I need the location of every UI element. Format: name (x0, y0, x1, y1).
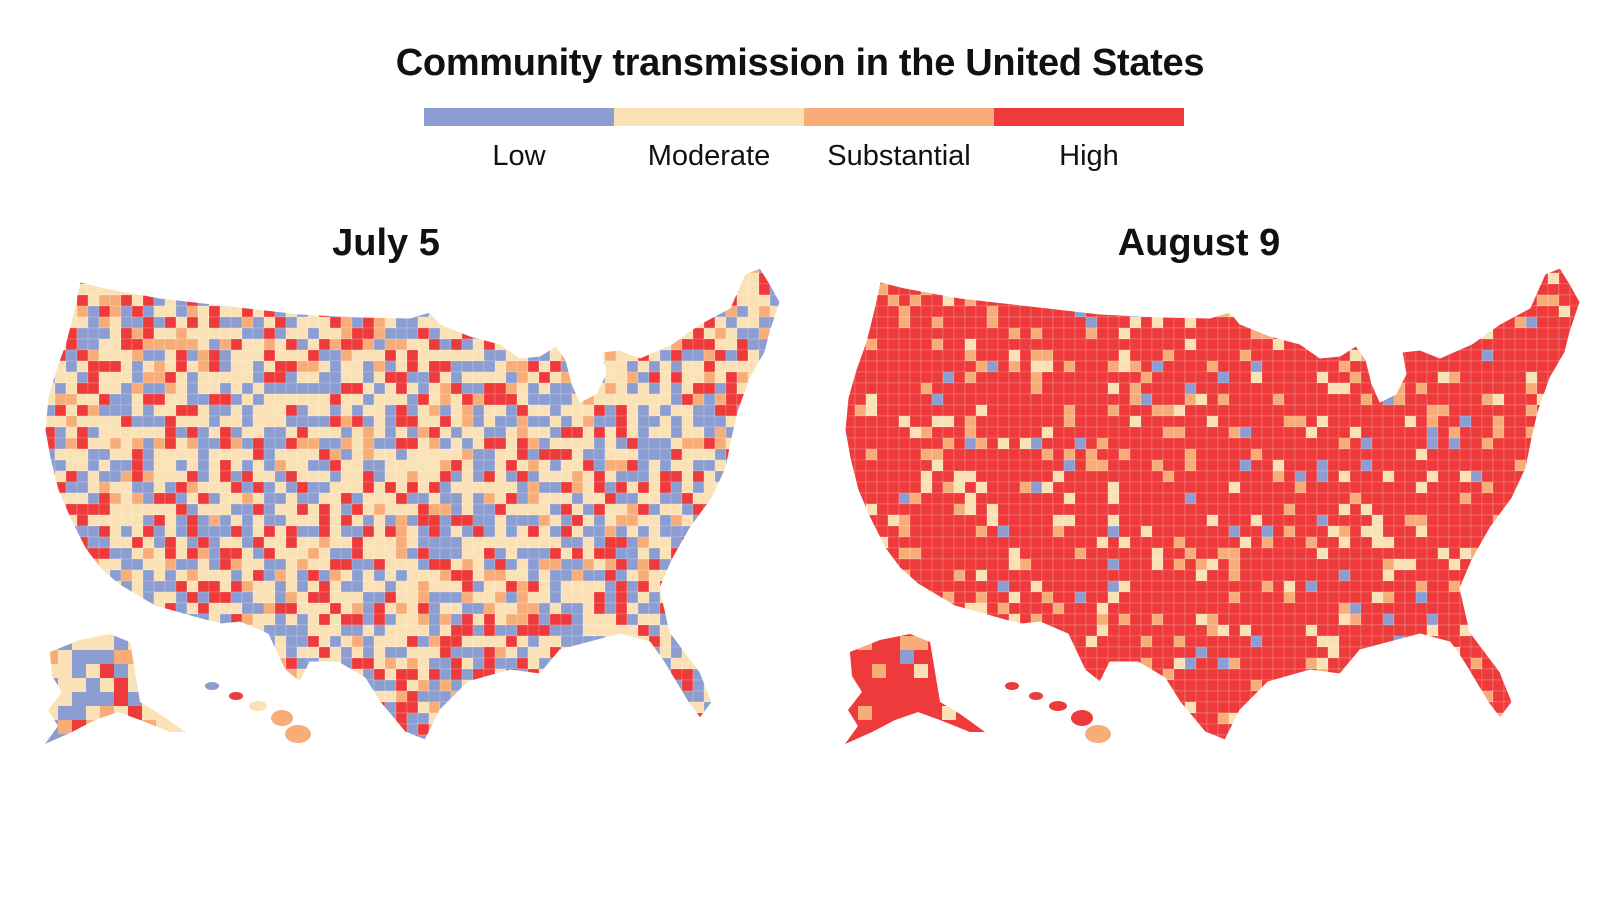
alaska-region (845, 634, 985, 744)
hawaii-island (229, 692, 243, 700)
us-county-map-july-5 (44, 267, 781, 744)
alaska-region (45, 634, 185, 744)
hawaii-island (1085, 725, 1111, 743)
map-title-july-5: July 5 (332, 222, 440, 264)
legend-swatch-moderate (614, 108, 804, 126)
hawaii-island (1005, 682, 1019, 690)
legend-swatch-substantial (804, 108, 994, 126)
legend-swatch-high (994, 108, 1184, 126)
hawaii-island (1071, 710, 1093, 726)
hawaii-island (249, 701, 267, 711)
legend-labels: Low Moderate Substantial High (424, 140, 1184, 180)
hawaii-island (285, 725, 311, 743)
us-outline (44, 267, 781, 741)
hawaii-island (205, 682, 219, 690)
legend-swatch-low (424, 108, 614, 126)
hawaii-island (1049, 701, 1067, 711)
legend-label-moderate: Moderate (647, 140, 771, 172)
us-outline (844, 267, 1581, 741)
us-county-map-august-9 (844, 267, 1581, 744)
legend-label-high: High (1059, 140, 1119, 172)
hawaii-island (271, 710, 293, 726)
legend-label-low: Low (492, 140, 546, 172)
legend-label-substantial: Substantial (827, 140, 971, 172)
map-title-august-9: August 9 (1117, 222, 1281, 264)
chart-title: Community transmission in the United Sta… (395, 42, 1205, 84)
hawaii-island (1029, 692, 1043, 700)
legend-color-bar (424, 108, 1184, 126)
